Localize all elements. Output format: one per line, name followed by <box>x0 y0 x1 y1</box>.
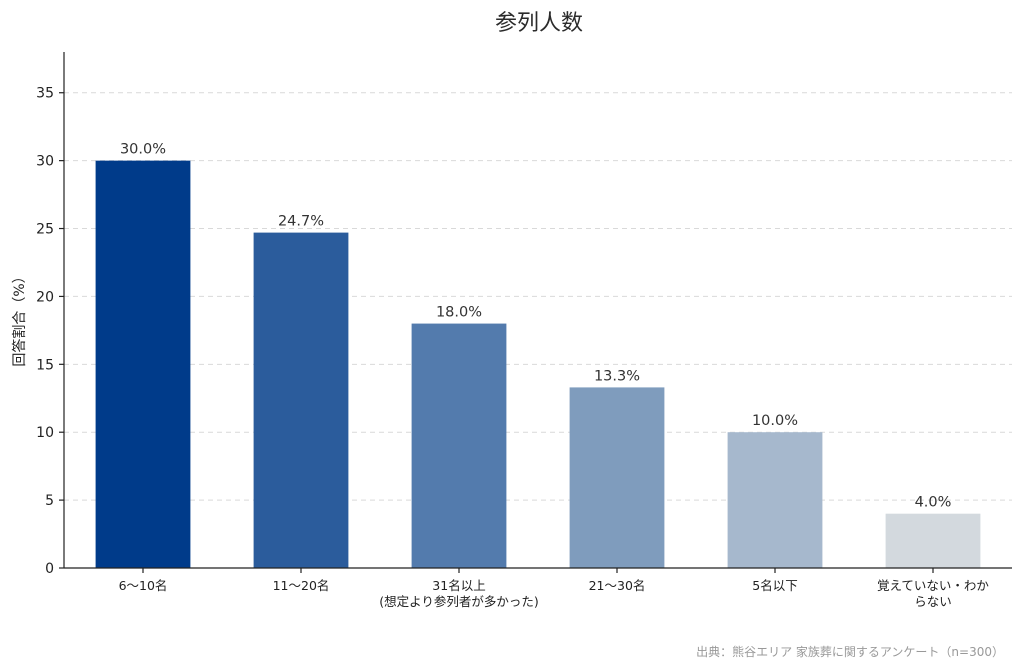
x-tick-label: 11〜20名 <box>273 578 330 593</box>
x-tick-label: らない <box>914 594 952 609</box>
data-label: 24.7% <box>278 214 324 230</box>
bar <box>727 432 823 568</box>
x-tick-label: 6〜10名 <box>119 578 168 593</box>
x-tick-label: 覚えていない・わか <box>877 578 989 593</box>
data-label: 13.3% <box>594 368 640 384</box>
y-tick-label: 35 <box>36 86 54 102</box>
y-tick-label: 20 <box>36 289 54 305</box>
y-ticks: 0 5 10 15 20 25 30 35 <box>36 86 64 577</box>
x-tick-label: 5名以下 <box>752 578 797 593</box>
data-labels: 30.0% 24.7% 18.0% 13.3% 10.0% 4.0% <box>120 142 951 511</box>
x-ticks: 6〜10名 11〜20名 31名以上(想定より参列者が多かった) 21〜30名 5名以下… <box>119 568 989 609</box>
y-tick-label: 15 <box>36 357 54 373</box>
bar <box>569 387 665 568</box>
y-tick-label: 10 <box>36 425 54 441</box>
x-tick-label: 31名以上 <box>432 578 485 593</box>
data-label: 10.0% <box>752 413 798 429</box>
x-tick-label: 21〜30名 <box>589 578 646 593</box>
y-axis-label: 回答割合（%） <box>11 269 28 366</box>
grid-lines <box>64 92 1012 501</box>
data-label: 4.0% <box>915 495 952 511</box>
source-note: 出典：熊谷エリア 家族葬に関するアンケート（n=300） <box>696 644 1004 659</box>
bar <box>411 323 507 568</box>
data-label: 30.0% <box>120 142 166 158</box>
bar <box>253 232 349 568</box>
bars <box>95 160 981 568</box>
bar <box>95 160 191 568</box>
y-tick-label: 25 <box>36 222 54 238</box>
x-tick-label: (想定より参列者が多かった) <box>379 594 539 609</box>
data-label: 18.0% <box>436 305 482 321</box>
chart-title: 参列人数 <box>495 11 583 36</box>
y-tick-label: 0 <box>45 561 54 577</box>
y-tick-label: 30 <box>36 154 54 170</box>
bar <box>885 513 981 568</box>
y-tick-label: 5 <box>45 493 54 509</box>
